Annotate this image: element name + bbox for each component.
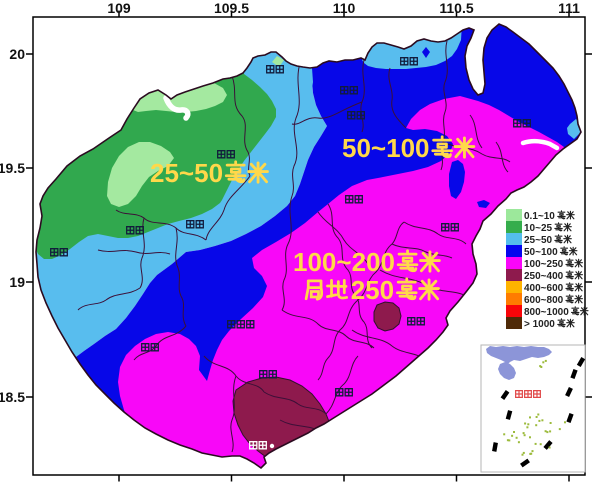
svg-text:25~50: 25~50 xyxy=(150,158,223,188)
svg-text:19.5: 19.5 xyxy=(0,160,25,176)
svg-text:109.5: 109.5 xyxy=(214,0,249,16)
svg-text:800~1000: 800~1000 xyxy=(524,307,569,318)
svg-text:110.5: 110.5 xyxy=(439,0,473,16)
svg-text:600~800: 600~800 xyxy=(524,295,564,306)
svg-text:250: 250 xyxy=(351,275,394,305)
svg-text:250~400: 250~400 xyxy=(524,271,564,282)
svg-text:19: 19 xyxy=(9,274,25,290)
svg-text:100~200: 100~200 xyxy=(293,247,395,277)
svg-text:110: 110 xyxy=(333,0,356,16)
svg-text:25~50: 25~50 xyxy=(524,235,553,246)
svg-text:18.5: 18.5 xyxy=(0,389,25,405)
svg-text:> 1000: > 1000 xyxy=(524,319,555,330)
svg-text:111: 111 xyxy=(558,0,580,16)
svg-text:109: 109 xyxy=(107,0,131,16)
svg-text:10~25: 10~25 xyxy=(524,223,553,234)
svg-text:400~600: 400~600 xyxy=(524,283,564,294)
svg-text:20: 20 xyxy=(9,46,25,62)
svg-text:50~100: 50~100 xyxy=(342,133,429,163)
svg-text:100~250: 100~250 xyxy=(524,259,564,270)
svg-text:50~100: 50~100 xyxy=(524,247,558,258)
svg-text:0.1~10: 0.1~10 xyxy=(524,211,555,222)
